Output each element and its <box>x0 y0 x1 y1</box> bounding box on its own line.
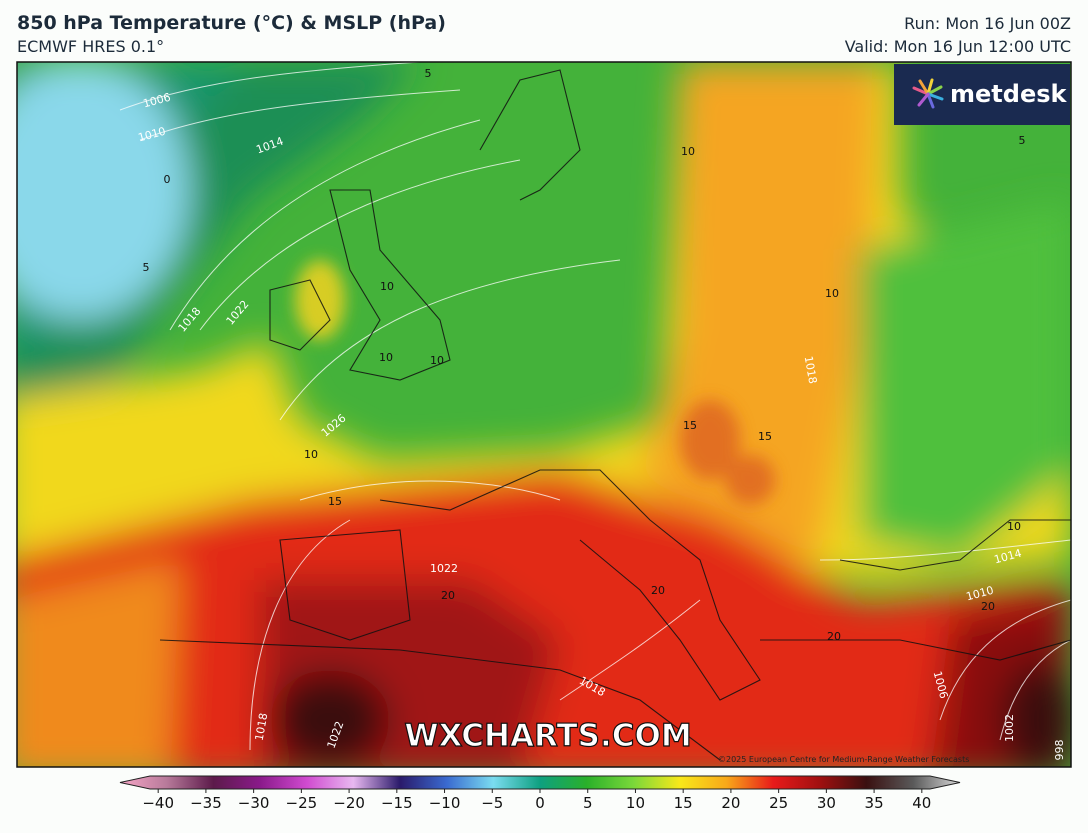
contour-label: 15 <box>758 430 772 443</box>
contour-label: 5 <box>425 67 432 80</box>
colorbar-tick-label: 25 <box>769 794 788 812</box>
colorbar-tick-label: 10 <box>626 794 645 812</box>
title: 850 hPa Temperature (°C) & MSLP (hPa) <box>17 12 446 34</box>
map-frame <box>16 61 1072 768</box>
colorbar-tick-label: −5 <box>481 794 503 812</box>
colorbar-tick-label: −20 <box>333 794 365 812</box>
colorbar-tick-label: −40 <box>142 794 174 812</box>
contour-label: 5 <box>1019 134 1026 147</box>
colorbar-tick-label: 35 <box>865 794 884 812</box>
run-time: Run: Mon 16 Jun 00Z <box>904 14 1071 33</box>
colorbar-bar <box>119 775 961 790</box>
contour-label: 10 <box>1007 520 1021 533</box>
contour-label: 998 <box>1053 740 1066 761</box>
contour-label: 5 <box>143 261 150 274</box>
contour-label: 0 <box>164 173 171 186</box>
contour-label: 20 <box>827 630 841 643</box>
contour-label: 1022 <box>430 562 458 575</box>
colorbar-tick-label: −10 <box>429 794 461 812</box>
colorbar-tick-label: −30 <box>238 794 270 812</box>
contour-label: 15 <box>683 419 697 432</box>
contour-label: 10 <box>304 448 318 461</box>
contour-label: 10 <box>681 145 695 158</box>
colorbar: −40 −35 −30 −25 −20 −15 −10 −5 0 5 10 15 20 25 30 35 40 <box>119 775 961 812</box>
logo-text: metdesk <box>950 80 1068 108</box>
colorbar-tick-label: 30 <box>817 794 836 812</box>
contour-label: 10 <box>379 351 393 364</box>
contour-label: 1018 <box>802 355 820 385</box>
valid-time: Valid: Mon 16 Jun 12:00 UTC <box>844 37 1071 56</box>
colorbar-tick-label: 5 <box>583 794 593 812</box>
contour-label: 15 <box>328 495 342 508</box>
contour-label: 1018 <box>253 712 271 742</box>
colorbar-tick-label: −35 <box>190 794 222 812</box>
contour-label: 1002 <box>1003 714 1016 742</box>
colorbar-tick-label: −25 <box>286 794 318 812</box>
logo-box: metdesk <box>894 64 1070 125</box>
contour-label: 10 <box>380 280 394 293</box>
colorbar-tick-label: 0 <box>535 794 545 812</box>
subtitle: ECMWF HRES 0.1° <box>17 37 165 56</box>
coastlines <box>159 69 1071 761</box>
contour-label: 20 <box>441 589 455 602</box>
watermark: WXCHARTS.COM <box>404 718 691 754</box>
contour-label: 20 <box>651 584 665 597</box>
colorbar-tick-label: 15 <box>674 794 693 812</box>
contour-label: 10 <box>430 354 444 367</box>
isobars <box>119 62 1071 751</box>
copyright: ©2025 European Centre for Medium-Range W… <box>718 755 969 764</box>
contour-label: 10 <box>825 287 839 300</box>
contour-label: 20 <box>981 600 995 613</box>
colorbar-tick-label: −15 <box>381 794 413 812</box>
colorbar-tick-label: 40 <box>912 794 931 812</box>
colorbar-tick-label: 20 <box>721 794 740 812</box>
